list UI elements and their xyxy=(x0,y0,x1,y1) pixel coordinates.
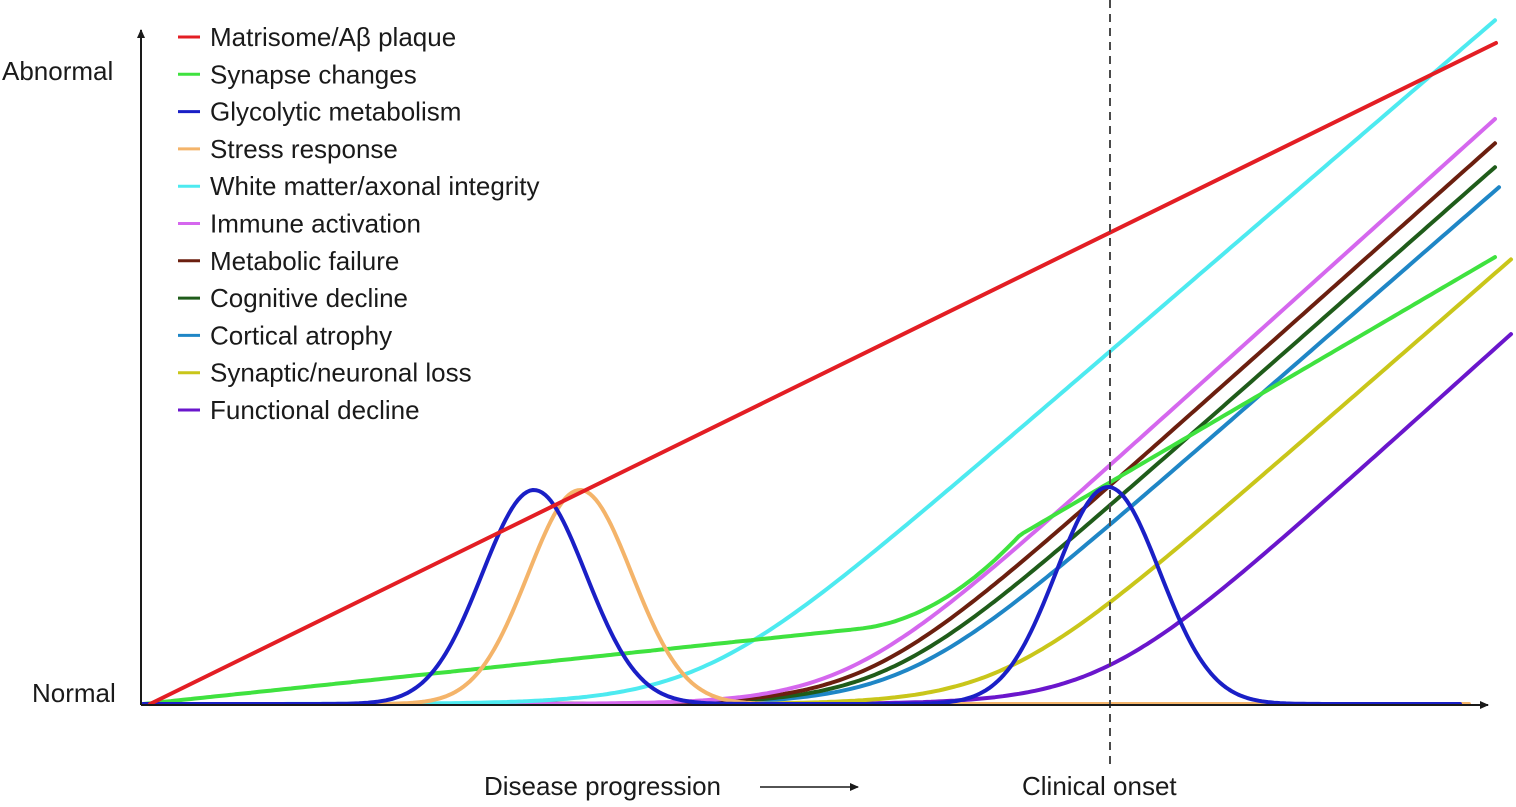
legend: Matrisome/Aβ plaque Synapse changes Glycol… xyxy=(178,22,539,425)
legend-label: Functional decline xyxy=(210,395,420,425)
x-axis-label: Disease progression xyxy=(484,771,721,801)
curve-stress-response xyxy=(141,488,1471,706)
legend-label: Stress response xyxy=(210,134,398,164)
curve-synapse-changes xyxy=(141,255,1497,706)
y-normal-label: Normal xyxy=(32,678,116,708)
legend-label: Cortical atrophy xyxy=(210,320,392,350)
legend-label: Synaptic/neuronal loss xyxy=(210,358,472,388)
curve-glycolytic-metabolism xyxy=(141,485,1462,706)
legend-label: White matter/axonal integrity xyxy=(210,171,539,201)
legend-label: Cognitive decline xyxy=(210,283,408,313)
legend-label: Immune activation xyxy=(210,209,421,239)
y-abnormal-label: Abnormal xyxy=(2,56,113,86)
curve-matrisome-a-plaque xyxy=(148,41,1498,706)
legend-label: Matrisome/Aβ plaque xyxy=(210,22,456,52)
legend-label: Glycolytic metabolism xyxy=(210,97,461,127)
legend-label: Metabolic failure xyxy=(210,246,399,276)
legend-label: Synapse changes xyxy=(210,59,417,89)
curve-functional-decline xyxy=(141,332,1513,706)
clinical-onset-label: Clinical onset xyxy=(1022,771,1177,801)
